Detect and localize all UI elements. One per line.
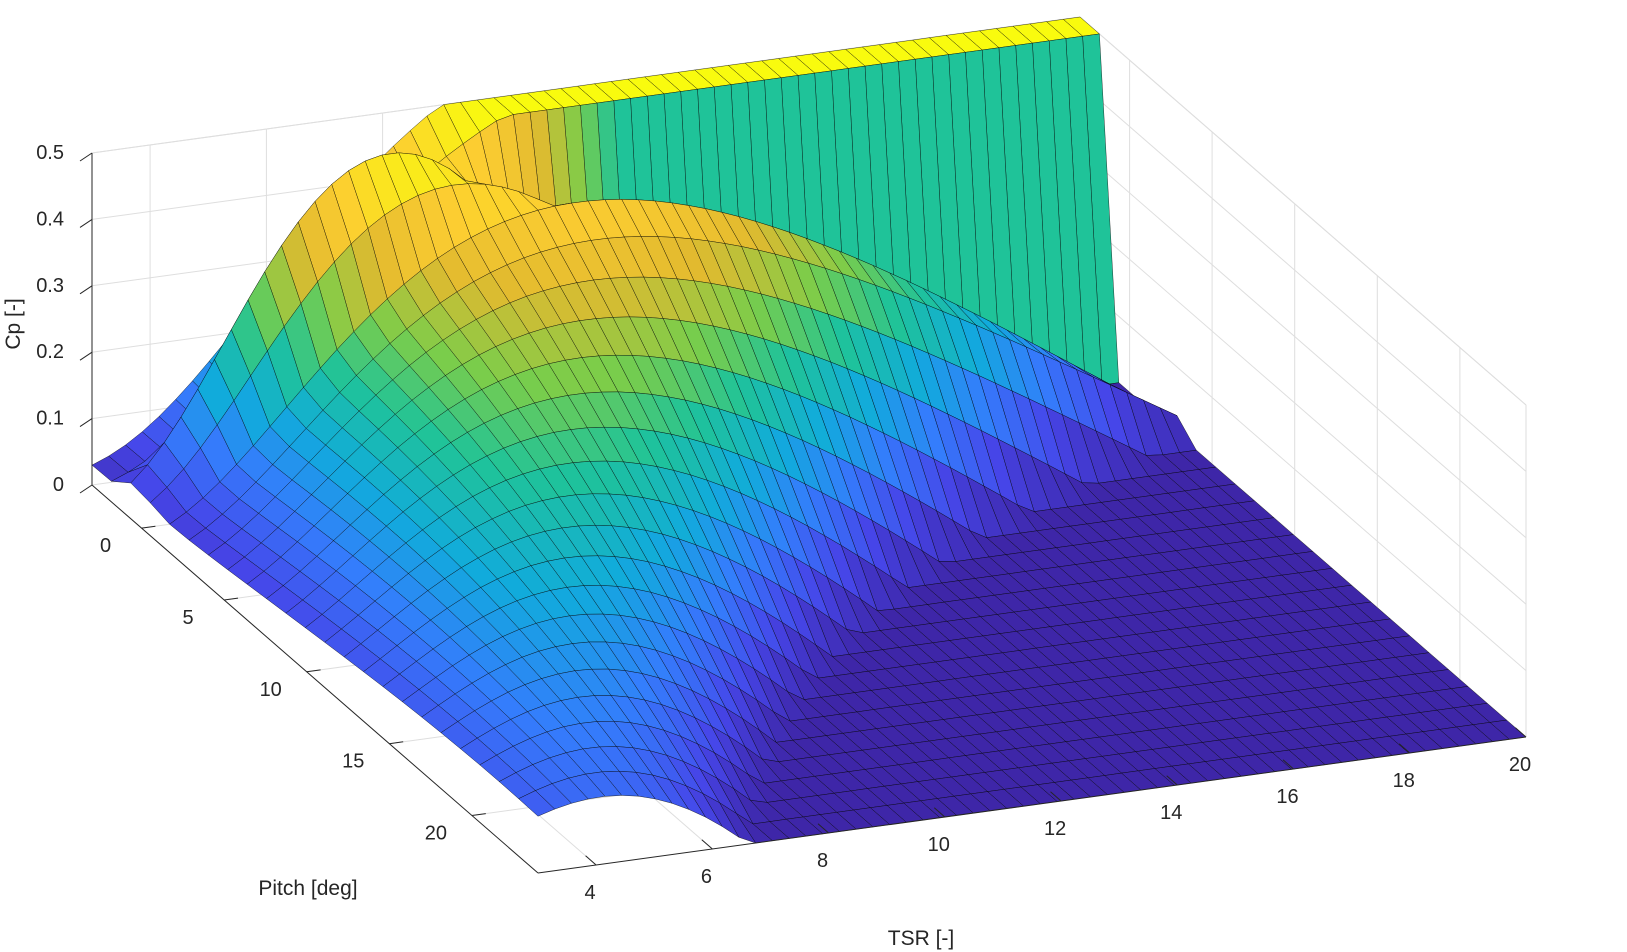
x-tick-label: 18: [1393, 770, 1415, 792]
z-tick: [79, 351, 93, 361]
z-tick: [79, 285, 93, 295]
y-tick: [306, 669, 321, 673]
y-tick: [471, 813, 486, 816]
axes-lines: [79, 152, 1527, 874]
z-tick: [79, 418, 93, 428]
x-tick: [1515, 727, 1527, 738]
tick-labels: 4 6 8 10 12 14 16 18 20 0 5 10 15 20 0 0.1 0.2 0.3 0.4 0.5: [36, 142, 1531, 904]
y-axis-line: [91, 484, 539, 874]
x-tick: [1050, 791, 1062, 802]
x-tick-label: 20: [1509, 754, 1531, 776]
y-axis-label: Pitch [deg]: [258, 877, 357, 900]
cp-surface: [91, 16, 1527, 844]
grid-line: [1079, 215, 1527, 605]
x-tick-label: 6: [701, 866, 712, 888]
z-tick-label: 0.4: [36, 208, 64, 230]
y-tick-label: 10: [260, 679, 282, 701]
z-tick-label: 0.3: [36, 275, 64, 297]
y-tick-label: 5: [183, 607, 194, 629]
grid-line: [1079, 16, 1527, 406]
surface-patch: [518, 790, 555, 817]
z-tick-label: 0: [53, 474, 64, 496]
x-tick-label: 4: [585, 882, 596, 904]
x-tick-label: 14: [1160, 802, 1182, 824]
x-tick: [701, 839, 713, 850]
x-tick-label: 10: [928, 834, 950, 856]
grid-line: [1079, 282, 1527, 671]
y-tick: [224, 597, 239, 601]
z-tick-label: 0.2: [36, 341, 64, 363]
z-axis-label: Cp [-]: [2, 298, 25, 349]
z-tick: [79, 152, 93, 162]
x-tick-label: 8: [817, 850, 828, 872]
y-tick-label: 0: [100, 535, 111, 557]
x-tick: [585, 855, 597, 866]
z-tick-label: 0.1: [36, 408, 64, 430]
y-tick-label: 20: [425, 823, 447, 845]
x-tick: [1398, 743, 1411, 754]
z-tick: [79, 484, 93, 494]
y-tick: [141, 525, 156, 529]
grid-line: [1079, 83, 1527, 472]
x-tick: [1282, 759, 1294, 770]
z-tick-label: 0.5: [36, 142, 64, 164]
x-axis-label: TSR [-]: [888, 927, 955, 950]
x-tick-label: 16: [1276, 786, 1298, 808]
x-tick: [933, 807, 946, 818]
x-tick: [1166, 775, 1178, 786]
x-tick-label: 12: [1044, 818, 1066, 840]
x-tick: [817, 823, 829, 834]
y-tick: [389, 741, 404, 745]
z-tick: [79, 218, 93, 228]
y-tick-label: 15: [342, 751, 364, 773]
grid-line: [1079, 149, 1527, 539]
x-axis-line: [537, 736, 1527, 874]
